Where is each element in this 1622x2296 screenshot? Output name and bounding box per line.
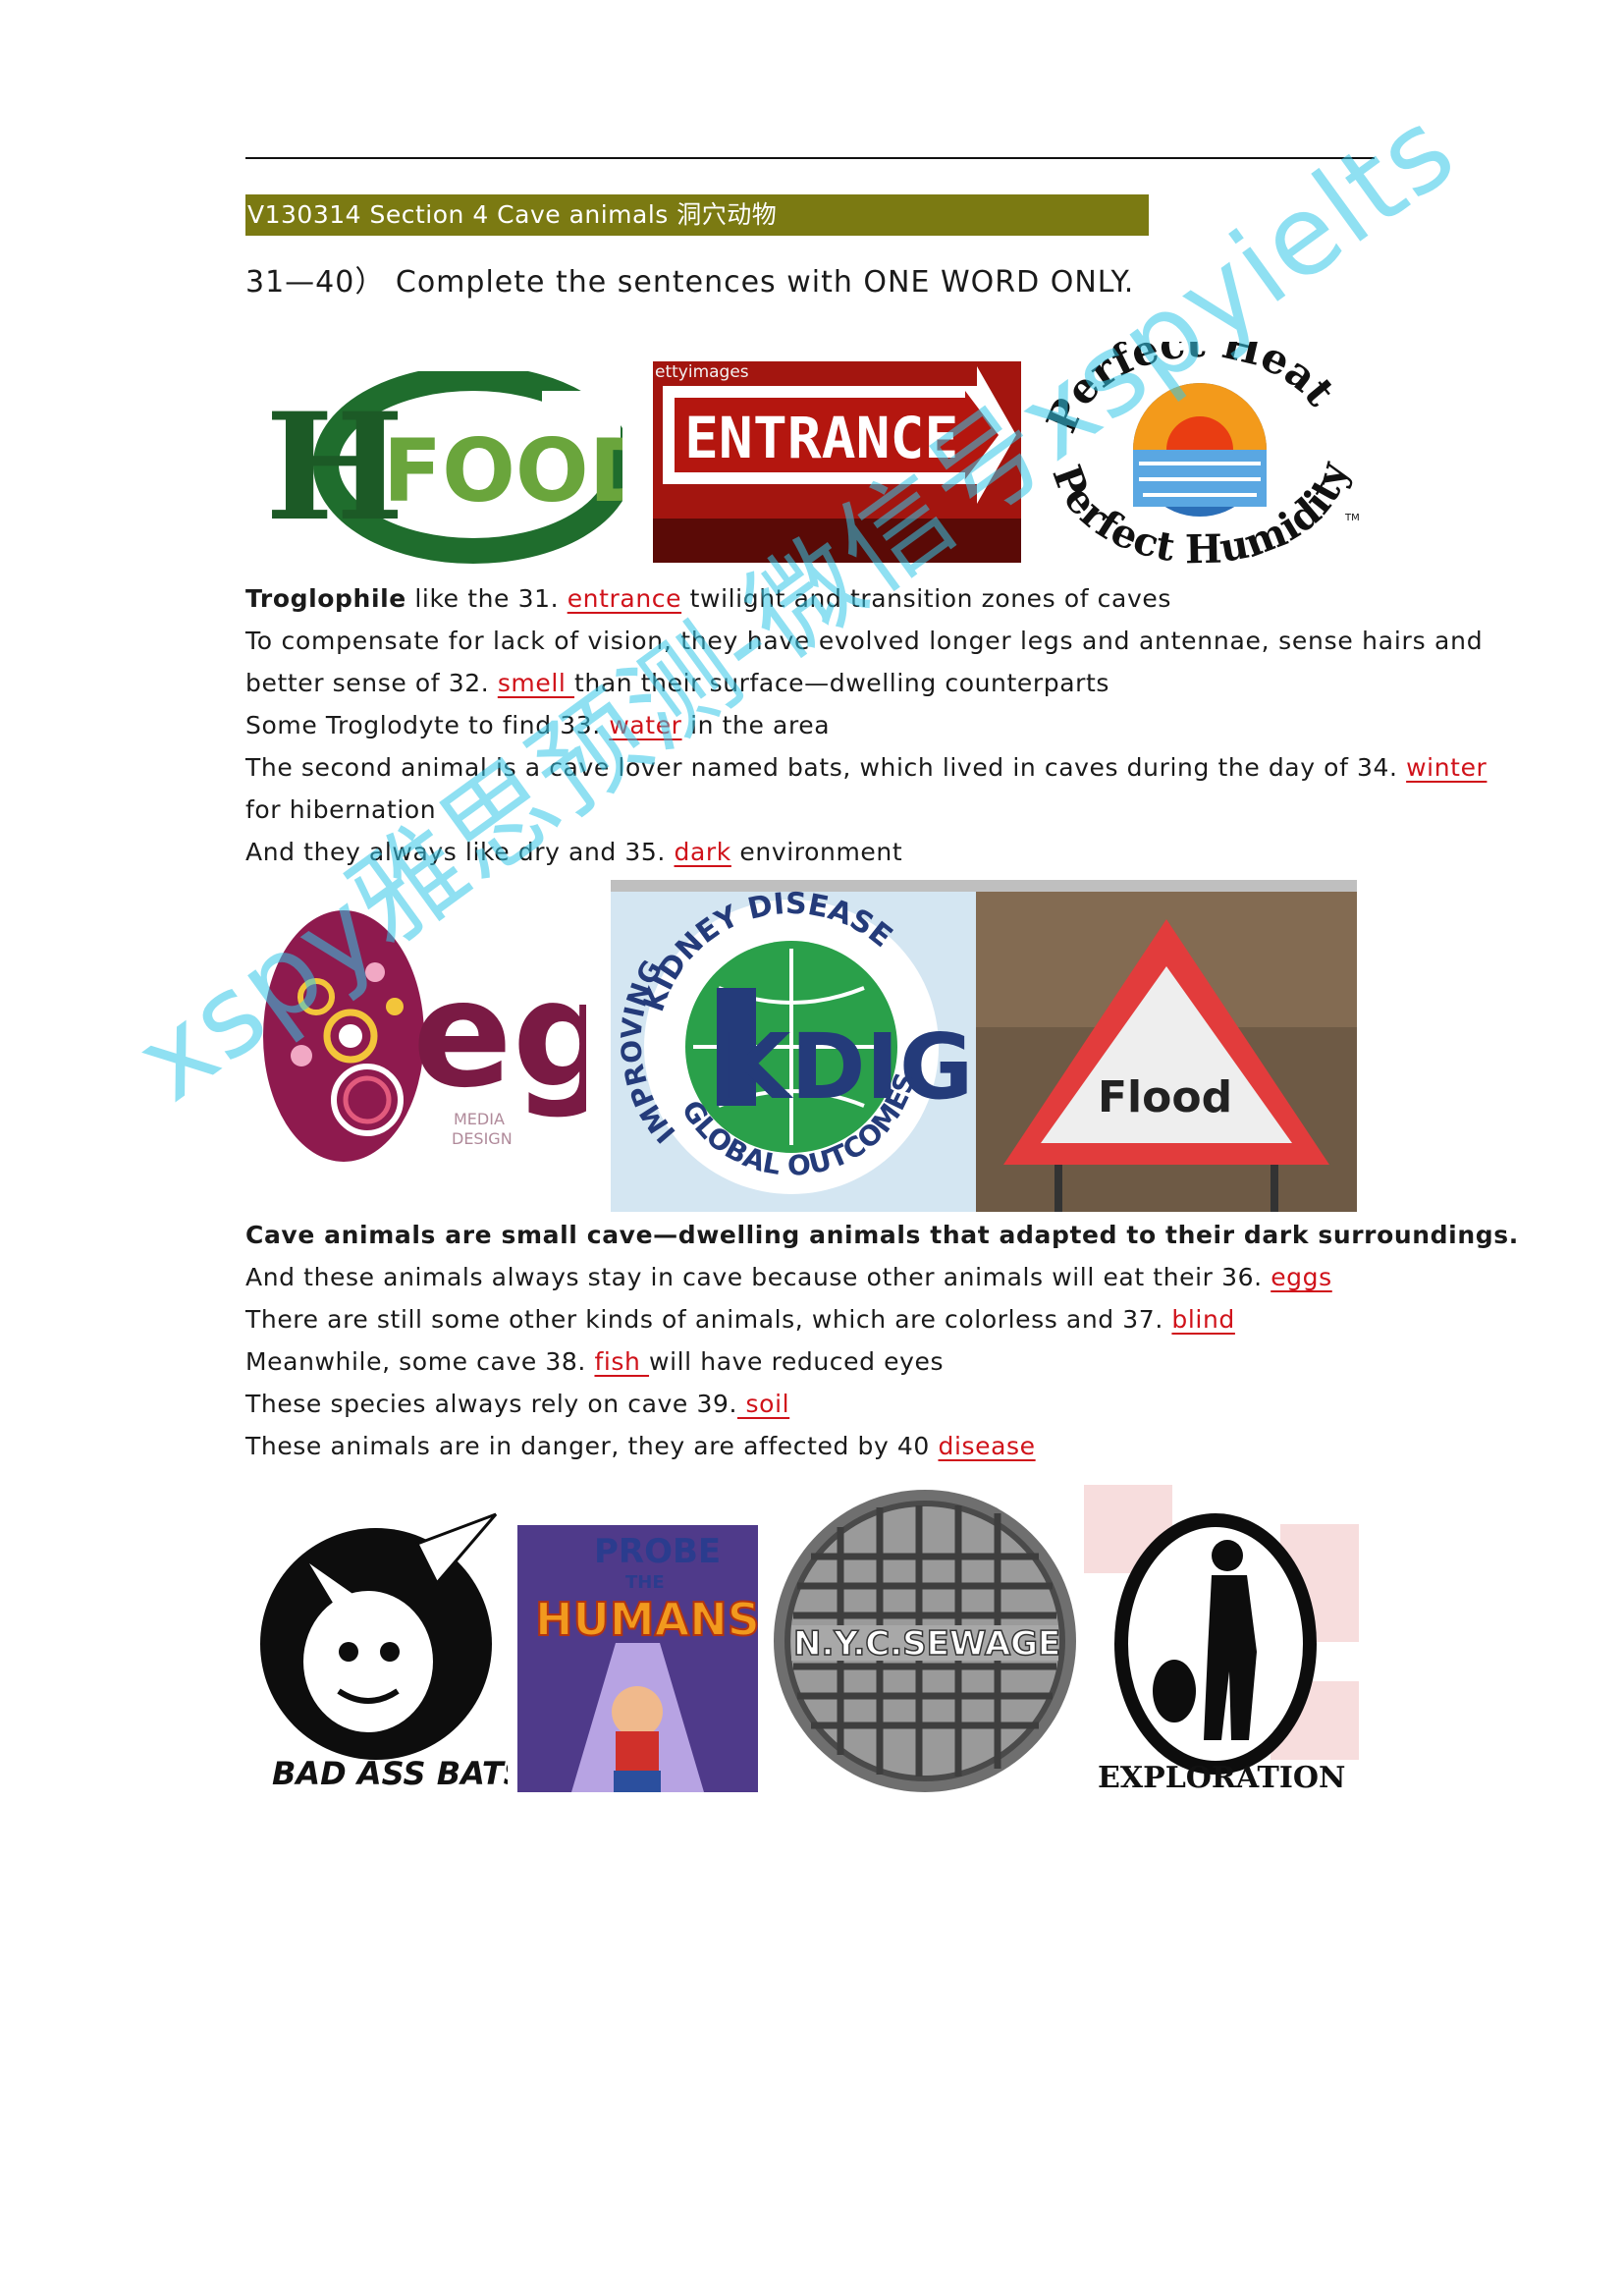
sentence-37-text: There are still some other kinds of anim… (245, 1305, 1172, 1334)
sentence-32-text: better sense of 32. (245, 669, 498, 697)
sentence-39: These species always rely on cave 39. so… (245, 1383, 1375, 1425)
entrance-sign-image: ettyimages ENTRANCE (653, 361, 1021, 563)
section1-sentences: Troglophile like the 31. entrance twilig… (245, 577, 1487, 873)
probe-line2: THE (625, 1572, 665, 1593)
sentence-40-text: These animals are in danger, they are af… (245, 1432, 939, 1460)
bad-ass-bats-image: BAD ASS BATS (250, 1504, 508, 1797)
sentence-38: Meanwhile, some cave 38. fish will have … (245, 1340, 1375, 1383)
manhole-text: N.Y.C.SEWAGE (793, 1624, 1060, 1664)
answer-36: eggs (1271, 1263, 1332, 1291)
entrance-word: ENTRANCE (684, 405, 958, 471)
answer-33: water (609, 711, 682, 739)
flood-word: Flood (1098, 1072, 1232, 1122)
egg-logo-image: egg MEDIA DESIGN (257, 889, 586, 1174)
perfect-heat-logo-image: Perfect Heat Perfect Humidity TM (1033, 342, 1367, 568)
egg-sub-media: MEDIA (454, 1110, 505, 1128)
egg-word: egg (412, 950, 586, 1121)
sentence-31-tail: twilight and transition zones of caves (681, 584, 1171, 613)
exploration-caption: EXPLORATION (1098, 1761, 1345, 1795)
answer-39: soil (737, 1390, 790, 1418)
hcfood-word: FOOD (383, 420, 622, 521)
egg-sub-design: DESIGN (452, 1129, 513, 1148)
sentence-33-tail: in the area (681, 711, 831, 739)
sentence-33: Some Troglodyte to find 33. water in the… (245, 704, 1375, 746)
sentence-40: These animals are in danger, they are af… (245, 1425, 1375, 1467)
section2-sentences: Cave animals are small cave—dwelling ani… (245, 1214, 1518, 1467)
bats-caption: BAD ASS BATS (272, 1755, 508, 1792)
sentence-38-tail: will have reduced eyes (649, 1347, 945, 1376)
sentence-32-lead: To compensate for lack of vision, they h… (245, 627, 1484, 655)
sentence-36-text: And these animals always stay in cave be… (245, 1263, 1271, 1291)
instruction-text: 31—40） Complete the sentences with ONE W… (245, 265, 1135, 300)
sentence-36: And these animals always stay in cave be… (245, 1256, 1375, 1298)
sentence-38-text: Meanwhile, some cave 38. (245, 1347, 595, 1376)
answer-32: smell (497, 669, 575, 697)
exploration-image: EXPLORATION (1084, 1485, 1359, 1797)
trademark-mark: TM (1344, 513, 1360, 523)
sentence-39-text: These species always rely on cave 39. (245, 1390, 737, 1418)
answer-34: winter (1406, 753, 1487, 782)
sentence-34: The second animal is a cave lover named … (245, 746, 1487, 789)
cave-animals-definition: Cave animals are small cave—dwelling ani… (245, 1221, 1519, 1249)
section-title-bar: V130314 Section 4 Cave animals 洞穴动物 (245, 194, 1149, 236)
probe-line1: PROBE (594, 1532, 721, 1571)
answer-35: dark (674, 838, 731, 866)
flood-sign-image: Flood (976, 880, 1357, 1212)
sentence-35-tail: environment (730, 838, 903, 866)
probe-line3: HUMANS (535, 1593, 758, 1646)
entrance-watermark-tag: ettyimages (655, 362, 749, 382)
sentence-intro: Cave animals are small cave—dwelling ani… (245, 1214, 1518, 1256)
sentence-31: Troglophile like the 31. entrance twilig… (245, 577, 1375, 620)
sentence-35-text: And they always like dry and 35. (245, 838, 675, 866)
hcfood-logo-image: H FOOD (257, 371, 622, 568)
sentence-34-text: The second animal is a cave lover named … (245, 753, 1407, 782)
sentence-35: And they always like dry and 35. dark en… (245, 831, 1375, 873)
hcfood-h-letter: H (265, 381, 405, 554)
answer-40: disease (938, 1432, 1036, 1460)
sentence-37: There are still some other kinds of anim… (245, 1298, 1375, 1340)
top-rule (245, 157, 1375, 159)
sentence-32-tail: than their surface—dwelling counterparts (574, 669, 1110, 697)
answer-37: blind (1171, 1305, 1235, 1334)
nyc-sewage-manhole-image: N.Y.C.SEWAGE (772, 1488, 1078, 1794)
kdigo-logo-image: KDIGO KIDNEY DISEASE IMPROVING GLOBAL OU… (611, 880, 976, 1212)
term-troglophile: Troglophile (245, 584, 406, 613)
answer-38: fish (594, 1347, 650, 1376)
probe-the-humans-image: PROBE THE HUMANS (517, 1525, 758, 1792)
sentence-31-text: like the 31. (406, 584, 568, 613)
sentence-34-tail: for hibernation (245, 795, 437, 824)
sentence-33-text: Some Troglodyte to find 33. (245, 711, 610, 739)
answer-31: entrance (567, 584, 682, 613)
sentence-32: better sense of 32. smell than their sur… (245, 662, 1375, 704)
kdigo-center: KDIGO (721, 1014, 976, 1120)
